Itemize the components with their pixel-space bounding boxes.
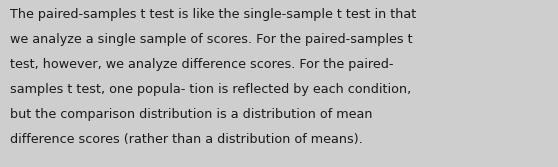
Text: difference scores (rather than a distribution of means).: difference scores (rather than a distrib… (10, 133, 363, 146)
Text: test, however, we analyze difference scores. For the paired-: test, however, we analyze difference sco… (10, 58, 393, 71)
Text: The paired-samples t test is like the single-sample t test in that: The paired-samples t test is like the si… (10, 8, 416, 21)
Text: we analyze a single sample of scores. For the paired-samples t: we analyze a single sample of scores. Fo… (10, 33, 412, 46)
Text: but the comparison distribution is a distribution of mean: but the comparison distribution is a dis… (10, 108, 373, 121)
Text: samples t test, one popula- tion is reflected by each condition,: samples t test, one popula- tion is refl… (10, 83, 411, 96)
